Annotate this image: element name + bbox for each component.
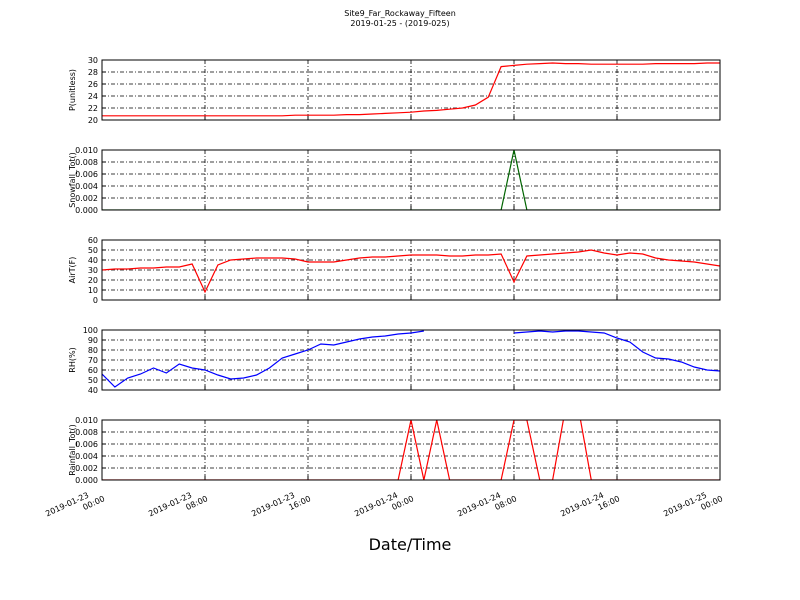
y-tick-label: 50 [88, 246, 98, 255]
y-tick-label: 0.006 [75, 440, 98, 449]
y-axis-label: Rainfall_Tot() [68, 424, 77, 476]
plot-frame [101, 149, 721, 211]
y-tick-label: 30 [88, 56, 98, 65]
plot-frame [101, 59, 721, 121]
y-tick-label: 90 [88, 336, 98, 345]
y-tick-label: 0.006 [75, 170, 98, 179]
y-axis-label: Snowfall_Tot() [68, 152, 77, 208]
y-tick-label: 10 [88, 286, 98, 295]
y-axis-label: AirT(F) [68, 257, 77, 284]
y-tick-label: 70 [88, 356, 98, 365]
chart-title: Site9_Far_Rockaway_Fifteen [344, 9, 456, 18]
data-line [102, 330, 720, 388]
y-axis-label: P(unitless) [68, 69, 77, 111]
y-tick-label: 40 [88, 386, 98, 395]
y-tick-label: 0.004 [75, 182, 98, 191]
y-tick-label: 0.008 [75, 158, 98, 167]
plot-frame [101, 239, 721, 301]
y-tick-label: 0.002 [75, 194, 98, 203]
y-tick-label: 0.010 [75, 416, 98, 425]
data-line [102, 249, 720, 294]
chart-subtitle: 2019-01-25 - (2019-025) [350, 19, 449, 28]
plot-frame [101, 419, 721, 481]
y-tick-label: 20 [88, 116, 98, 125]
y-tick-label: 50 [88, 376, 98, 385]
data-line [102, 62, 720, 117]
y-tick-label: 0.004 [75, 452, 98, 461]
y-axis-label: RH(%) [68, 347, 77, 372]
plot-frame [101, 329, 721, 391]
y-tick-label: 60 [88, 236, 98, 245]
y-tick-label: 20 [88, 276, 98, 285]
y-tick-label: 0.000 [75, 476, 98, 485]
y-tick-label: 60 [88, 366, 98, 375]
y-tick-label: 0.000 [75, 206, 98, 215]
y-tick-label: 24 [88, 92, 98, 101]
y-tick-label: 30 [88, 266, 98, 275]
y-tick-label: 100 [83, 326, 98, 335]
y-tick-label: 0 [93, 296, 98, 305]
y-tick-label: 22 [88, 104, 98, 113]
y-tick-label: 80 [88, 346, 98, 355]
y-tick-label: 0.010 [75, 146, 98, 155]
x-axis-label: Date/Time [369, 535, 452, 554]
y-tick-label: 0.002 [75, 464, 98, 473]
y-tick-label: 40 [88, 256, 98, 265]
y-tick-label: 0.008 [75, 428, 98, 437]
y-tick-label: 28 [88, 68, 98, 77]
y-tick-label: 26 [88, 80, 98, 89]
